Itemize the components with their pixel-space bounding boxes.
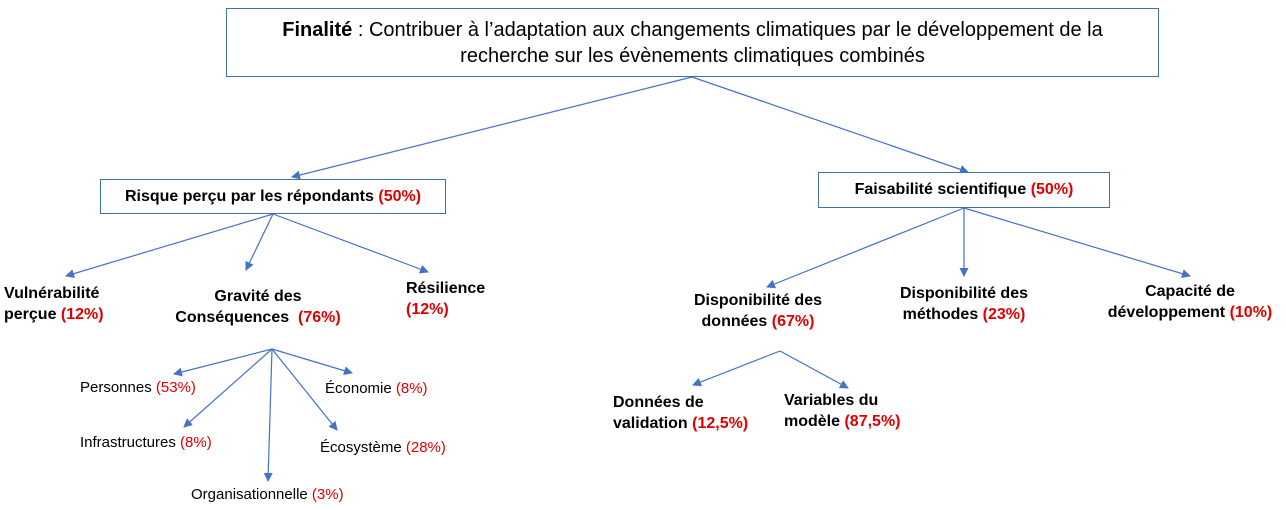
capacity-line-1: Capacité de xyxy=(1145,283,1235,300)
economy-label: Économie xyxy=(325,380,392,397)
root-text-line-1: Contribuer à l’adaptation aux changement… xyxy=(368,18,1103,41)
feasibility-box: Faisabilité scientifique (50%) xyxy=(818,172,1110,208)
edge-severity-economy xyxy=(271,348,353,376)
severity-node: Gravité des Conséquences (76%) xyxy=(172,287,344,329)
severity-line-1: Gravité des xyxy=(214,288,302,305)
data-line-2: données xyxy=(701,312,768,330)
vulnerability-line-1: Vulnérabilité xyxy=(4,285,100,302)
model-vars-line-1: Variables du xyxy=(784,392,879,409)
severity-line-2: Conséquences xyxy=(175,308,290,326)
risk-label: Risque perçu par les répondants xyxy=(124,187,374,205)
data-pct: (67%) xyxy=(771,312,815,330)
economy-pct: (8%) xyxy=(395,380,428,397)
organisational-pct: (3%) xyxy=(311,486,344,503)
edge-severity-persons xyxy=(173,348,273,377)
vulnerability-pct: (12%) xyxy=(60,305,104,323)
resilience-line-1: Résilience xyxy=(406,280,486,297)
edge-severity-organisational xyxy=(263,348,273,482)
methods-pct: (23%) xyxy=(982,305,1026,323)
capacity-line-2: développement xyxy=(1107,303,1226,321)
persons-label: Personnes xyxy=(80,379,152,396)
capacity-pct: (10%) xyxy=(1229,303,1273,321)
root-box: Finalité : Contribuer à l’adaptation aux… xyxy=(226,8,1159,77)
root-label: Finalité xyxy=(282,18,353,41)
edge-feasibility-data xyxy=(766,207,965,289)
vulnerability-line-2: perçue xyxy=(4,305,57,323)
validation-node: Données de validation (12,5%) xyxy=(613,393,748,435)
resilience-pct: (12%) xyxy=(406,300,449,318)
root-line-1: Finalité : Contribuer à l’adaptation aux… xyxy=(282,17,1102,43)
ecosystem-node: Écosystème (28%) xyxy=(320,438,446,458)
capacity-node: Capacité de développement (10%) xyxy=(1095,282,1285,324)
edge-severity-ecosystem xyxy=(271,348,338,431)
vulnerability-node: Vulnérabilité perçue (12%) xyxy=(4,284,104,326)
data-node: Disponibilité des données (67%) xyxy=(683,291,833,333)
methods-line-2: méthodes xyxy=(902,305,979,323)
methods-line-1: Disponibilité des xyxy=(899,285,1028,302)
root-text-line-2: recherche sur les évènements climatiques… xyxy=(460,44,925,67)
risk-box: Risque perçu par les répondants (50%) xyxy=(100,179,446,214)
severity-pct: (76%) xyxy=(298,308,341,326)
ecosystem-pct: (28%) xyxy=(405,439,446,456)
feasibility-pct: (50%) xyxy=(1030,181,1074,198)
feasibility-label: Faisabilité scientifique xyxy=(854,181,1027,198)
ecosystem-label: Écosystème xyxy=(320,439,402,456)
risk-pct: (50%) xyxy=(378,187,422,205)
organisational-node: Organisationnelle (3%) xyxy=(191,485,344,505)
root-separator: : xyxy=(352,18,369,41)
model-vars-line-2: modèle xyxy=(784,412,841,430)
infrastructures-pct: (8%) xyxy=(180,434,212,451)
edge-risk-severity xyxy=(245,213,274,271)
model-vars-node: Variables du modèle (87,5%) xyxy=(784,391,901,433)
resilience-node: Résilience (12%) xyxy=(406,279,485,321)
edge-root-feasibility xyxy=(691,76,969,174)
persons-pct: (53%) xyxy=(155,379,196,396)
model-vars-pct: (87,5%) xyxy=(844,412,901,430)
infrastructures-label: Infrastructures xyxy=(80,434,176,451)
edge-severity-infrastructures xyxy=(183,348,273,428)
persons-node: Personnes (53%) xyxy=(80,378,196,398)
organisational-label: Organisationnelle xyxy=(191,486,308,503)
infrastructures-node: Infrastructures (8%) xyxy=(80,433,212,453)
validation-line-1: Données de xyxy=(613,394,704,411)
edge-data-model xyxy=(779,350,849,389)
data-line-1: Disponibilité des xyxy=(693,292,822,309)
methods-node: Disponibilité des méthodes (23%) xyxy=(889,284,1039,326)
edge-feasibility-capacity xyxy=(963,207,1191,279)
validation-line-2: validation xyxy=(613,414,688,432)
edge-risk-vulnerability xyxy=(65,213,274,279)
edge-data-validation xyxy=(692,350,781,387)
validation-pct: (12,5%) xyxy=(692,414,749,432)
economy-node: Économie (8%) xyxy=(325,379,428,399)
edge-risk-resilience xyxy=(272,213,429,274)
edge-root-risk xyxy=(291,76,693,180)
